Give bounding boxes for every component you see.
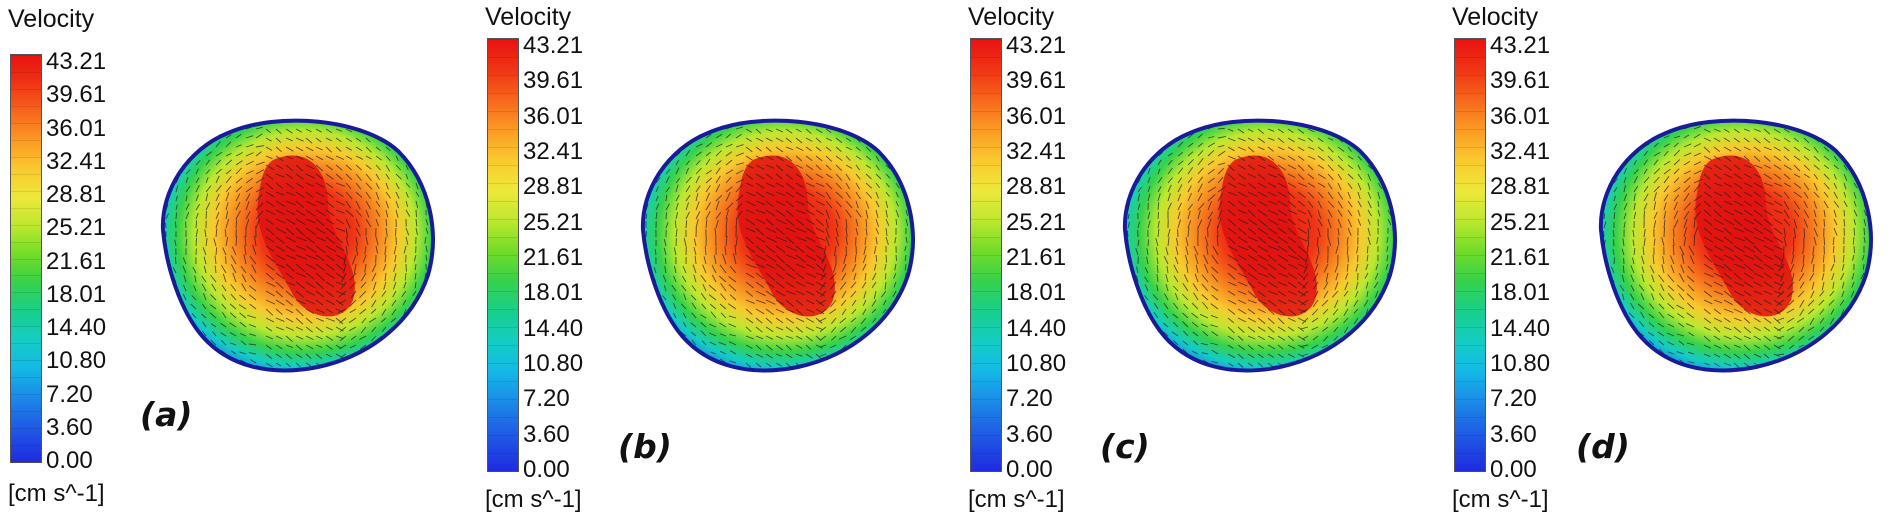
- panel-d: Velocity [cm s^-1] (d) 43.21 39.61 36.01 32…: [1446, 0, 1891, 529]
- colorbar-tick-label: 32.41: [1006, 138, 1067, 165]
- colorbar-tick-label: 0.00: [46, 447, 93, 474]
- colorbar-tick-label: 25.21: [523, 208, 584, 236]
- colorbar-tick-label: 43.21: [523, 32, 584, 59]
- colorbar-tick-label: 25.21: [1006, 208, 1067, 236]
- colorbar-tick-label: 14.40: [1006, 314, 1067, 342]
- colorbar-tick-label: 28.81: [1490, 173, 1551, 201]
- colorbar-tick-label: 43.21: [46, 48, 107, 75]
- legend-title: Velocity: [8, 5, 95, 33]
- colorbar-tick-label: 28.81: [523, 173, 584, 201]
- colorbar-tick-label: 10.80: [1006, 350, 1067, 377]
- colorbar-tick-label: 3.60: [1006, 420, 1053, 448]
- colorbar: [10, 54, 42, 463]
- panel-b: Velocity [cm s^-1] (b) 43.21 39.61 36.01 32…: [480, 0, 953, 529]
- colorbar-unit: [cm s^-1]: [968, 486, 1065, 513]
- colorbar-tick-label: 18.01: [1490, 279, 1551, 307]
- colorbar-tick-label: 7.20: [1490, 385, 1537, 413]
- colorbar-tick-label: 28.81: [1006, 173, 1067, 201]
- colorbar-tick-label: 14.40: [46, 314, 107, 341]
- legend-title: Velocity: [1452, 3, 1539, 31]
- colorbar-unit: [cm s^-1]: [485, 486, 582, 513]
- colorbar-tick-label: 28.81: [46, 181, 107, 208]
- colorbar-tick-label: 7.20: [523, 385, 570, 413]
- colorbar-tick-label: 7.20: [46, 380, 93, 408]
- colorbar-tick-label: 0.00: [523, 456, 570, 483]
- colorbar-tick-label: 43.21: [1006, 32, 1067, 59]
- panel-label: (b): [618, 427, 672, 466]
- velocity-contour: [1598, 118, 1873, 373]
- colorbar-tick-label: 21.61: [1006, 244, 1067, 271]
- legend-title: Velocity: [485, 3, 572, 31]
- colorbar-tick-label: 36.01: [1006, 102, 1067, 130]
- colorbar-tick-label: 18.01: [1006, 279, 1067, 307]
- colorbar-tick-label: 36.01: [523, 102, 584, 130]
- legend-title: Velocity: [968, 3, 1055, 31]
- colorbar-tick-label: 25.21: [1490, 208, 1551, 236]
- colorbar-tick-label: 3.60: [46, 413, 93, 441]
- colorbar-tick-label: 10.80: [46, 347, 107, 375]
- colorbar-tick-label: 32.41: [46, 147, 107, 175]
- colorbar-tick-label: 39.61: [1490, 67, 1551, 95]
- colorbar-tick-label: 21.61: [1490, 244, 1551, 271]
- velocity-contour: [1122, 118, 1397, 373]
- colorbar-tick-label: 18.01: [523, 279, 584, 307]
- colorbar-tick-label: 7.20: [1006, 385, 1053, 413]
- colorbar-tick-label: 21.61: [523, 244, 584, 271]
- colorbar-tick-label: 0.00: [1490, 456, 1537, 483]
- colorbar-unit: [cm s^-1]: [8, 480, 105, 507]
- velocity-contour: [640, 118, 915, 373]
- panel-label: (a): [140, 395, 193, 434]
- colorbar-tick-label: 32.41: [523, 138, 584, 165]
- colorbar-tick-label: 0.00: [1006, 456, 1053, 483]
- colorbar: [970, 38, 1002, 472]
- colorbar-tick-label: 39.61: [46, 81, 107, 109]
- colorbar-tick-label: 18.01: [46, 280, 107, 308]
- colorbar-tick-label: 21.61: [46, 247, 107, 275]
- colorbar: [1454, 38, 1486, 472]
- panel-label: (d): [1576, 427, 1630, 466]
- colorbar-tick-label: 14.40: [1490, 314, 1551, 342]
- colorbar-tick-label: 43.21: [1490, 32, 1551, 59]
- colorbar-tick-label: 10.80: [1490, 350, 1551, 377]
- panel-a: Velocity [cm s^-1] (a) 43.21 39.61 36.01 32…: [0, 0, 473, 529]
- colorbar-tick-label: 25.21: [46, 214, 107, 242]
- panel-c: Velocity [cm s^-1] (c) 43.21 39.61 36.01 32…: [962, 0, 1435, 529]
- colorbar-tick-label: 3.60: [1490, 420, 1537, 448]
- colorbar-tick-label: 36.01: [1490, 102, 1551, 130]
- colorbar-tick-label: 10.80: [523, 350, 584, 377]
- colorbar-tick-label: 36.01: [46, 114, 107, 142]
- colorbar: [487, 38, 519, 472]
- colorbar-tick-label: 32.41: [1490, 138, 1551, 165]
- colorbar-tick-label: 39.61: [523, 67, 584, 95]
- colorbar-unit: [cm s^-1]: [1452, 486, 1549, 513]
- panel-label: (c): [1100, 427, 1150, 466]
- colorbar-tick-label: 3.60: [523, 420, 570, 448]
- colorbar-tick-label: 14.40: [523, 314, 584, 342]
- velocity-contour: [160, 118, 435, 373]
- colorbar-tick-label: 39.61: [1006, 67, 1067, 95]
